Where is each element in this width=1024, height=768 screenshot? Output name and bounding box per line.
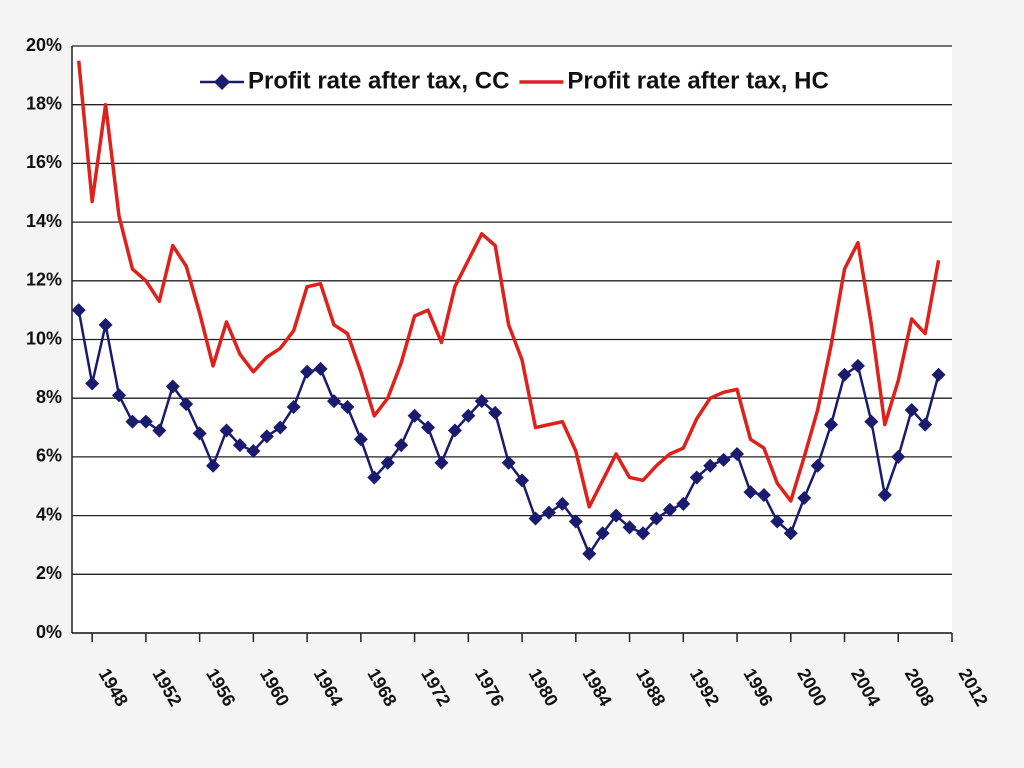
data-point: [528, 511, 543, 526]
data-point: [891, 449, 906, 464]
legend-label: Profit rate after tax, CC: [248, 67, 509, 94]
x-tick-label: 1968: [363, 665, 400, 710]
data-point: [313, 361, 328, 376]
x-tick-label: 2000: [793, 665, 830, 710]
y-tick-label: 2%: [36, 563, 62, 583]
data-point: [407, 408, 422, 423]
data-point: [649, 511, 664, 526]
x-tick-label: 1996: [740, 665, 777, 710]
data-point: [622, 520, 637, 535]
data-point: [447, 423, 462, 438]
data-point: [85, 376, 100, 391]
y-tick-label: 14%: [26, 211, 62, 231]
data-point: [112, 388, 127, 403]
data-point: [421, 420, 436, 435]
x-tick-label: 1964: [310, 665, 347, 710]
data-point: [353, 432, 368, 447]
legend-marker: [214, 74, 230, 90]
data-point: [716, 452, 731, 467]
data-point: [232, 438, 247, 453]
x-tick-label: 1952: [148, 665, 185, 710]
legend: Profit rate after tax, CC Profit rate aft…: [196, 62, 880, 102]
data-point: [515, 473, 530, 488]
data-point: [662, 502, 677, 517]
data-point: [730, 446, 745, 461]
data-point: [273, 420, 288, 435]
data-point: [152, 423, 167, 438]
data-point: [246, 444, 261, 459]
data-point: [138, 414, 153, 429]
data-point: [931, 367, 946, 382]
data-point: [179, 397, 194, 412]
data-point: [340, 400, 355, 415]
data-point: [286, 400, 301, 415]
x-tick-label: 1948: [95, 665, 132, 710]
legend-label: Profit rate after tax, HC: [567, 67, 828, 94]
data-point: [394, 438, 409, 453]
x-tick-label: 2012: [955, 665, 992, 710]
data-point: [864, 414, 879, 429]
data-point: [165, 379, 180, 394]
x-tick-label: 1992: [686, 665, 723, 710]
data-point: [474, 394, 489, 409]
series-line: [76, 60, 941, 509]
y-tick-label: 10%: [26, 328, 62, 348]
data-point: [461, 408, 476, 423]
x-tick-label: 1988: [632, 665, 669, 710]
y-tick-label: 16%: [26, 152, 62, 172]
x-tick-label: 1972: [417, 665, 454, 710]
data-point: [206, 458, 221, 473]
data-point: [541, 505, 556, 520]
data-point: [326, 394, 341, 409]
data-point: [770, 514, 785, 529]
data-point: [689, 470, 704, 485]
data-point: [125, 414, 140, 429]
y-tick-label: 8%: [36, 387, 62, 407]
data-point: [71, 303, 86, 318]
data-point: [797, 490, 812, 505]
x-tick-label: 2008: [901, 665, 938, 710]
x-tick-label: 1984: [578, 665, 615, 710]
data-point: [219, 423, 234, 438]
data-point: [192, 426, 207, 441]
x-tick-label: 1960: [256, 665, 293, 710]
y-tick-label: 0%: [36, 622, 62, 642]
data-point: [434, 455, 449, 470]
x-tick-label: 1956: [202, 665, 239, 710]
y-tick-label: 18%: [26, 93, 62, 113]
data-point: [756, 488, 771, 503]
x-tick-label: 2004: [847, 665, 884, 710]
data-point: [98, 317, 113, 332]
data-point: [877, 488, 892, 503]
data-point: [837, 367, 852, 382]
y-tick-label: 20%: [26, 35, 62, 55]
y-tick-label: 6%: [36, 446, 62, 466]
y-tick-label: 4%: [36, 504, 62, 524]
data-point: [783, 526, 798, 541]
data-point: [743, 485, 758, 500]
data-point: [635, 526, 650, 541]
data-point: [703, 458, 718, 473]
data-point: [501, 455, 516, 470]
data-point: [380, 455, 395, 470]
data-point: [918, 417, 933, 432]
data-point: [367, 470, 382, 485]
data-point: [488, 405, 503, 420]
data-point: [582, 546, 597, 561]
data-point: [259, 429, 274, 444]
y-tick-label: 12%: [26, 270, 62, 290]
data-point: [676, 496, 691, 511]
data-point: [850, 358, 865, 373]
data-point: [595, 526, 610, 541]
data-point: [609, 508, 624, 523]
data-point: [555, 496, 570, 511]
x-tick-label: 1980: [525, 665, 562, 710]
data-point: [904, 402, 919, 417]
data-point: [568, 514, 583, 529]
data-point: [824, 417, 839, 432]
data-point: [300, 364, 315, 379]
x-tick-label: 1976: [471, 665, 508, 710]
data-point: [810, 458, 825, 473]
